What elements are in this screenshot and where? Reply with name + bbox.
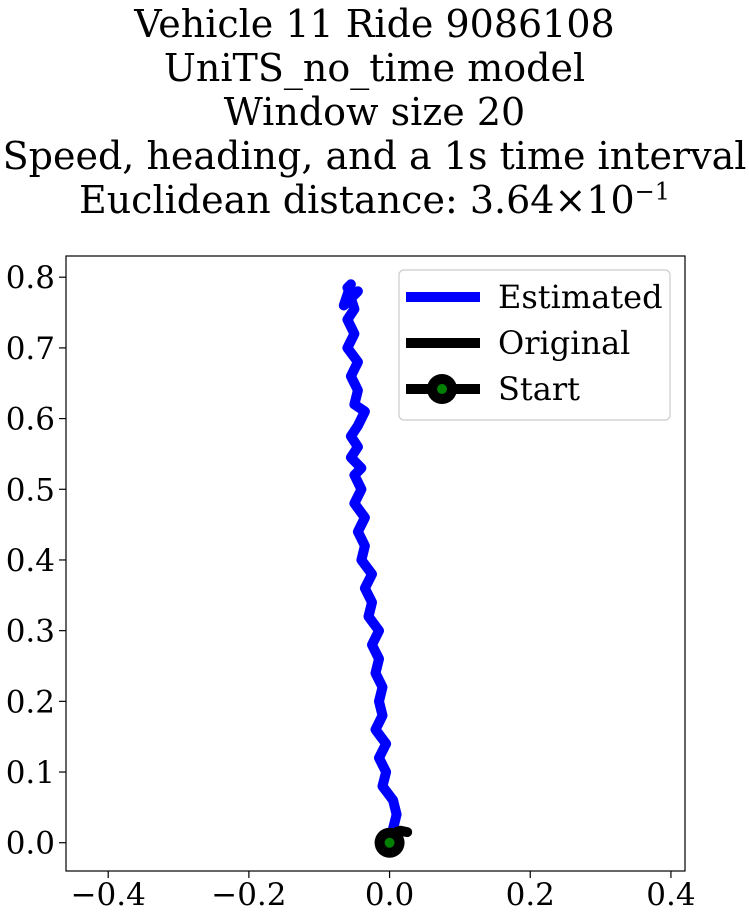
x-tick-label: 0.0 bbox=[365, 877, 414, 913]
y-tick-label: 0.1 bbox=[6, 755, 55, 791]
title-line-3: Window size 20 bbox=[223, 90, 526, 134]
title-line-1: Vehicle 11 Ride 9086108 bbox=[134, 2, 615, 46]
euclid-times: × bbox=[554, 178, 587, 222]
y-tick-label: 0.4 bbox=[6, 543, 55, 579]
legend-label-start: Start bbox=[498, 370, 580, 408]
legend: Estimated Original Start bbox=[398, 269, 671, 421]
y-tick-label: 0.2 bbox=[6, 684, 55, 720]
title-line-4: Speed, heading, and a 1s time interval bbox=[2, 134, 747, 178]
euclid-exponent: −1 bbox=[634, 177, 671, 206]
legend-label-original: Original bbox=[498, 324, 630, 362]
y-tick-label: 0.0 bbox=[6, 826, 55, 862]
legend-start-marker-center bbox=[437, 384, 447, 394]
chart-title: Vehicle 11 Ride 9086108 UniTS_no_time mo… bbox=[0, 2, 749, 222]
euclid-base: 10 bbox=[586, 178, 635, 222]
x-tick-label: −0.4 bbox=[71, 877, 146, 913]
title-line-5: Euclidean distance: 3.64×10−1 bbox=[0, 178, 749, 222]
plot-frame bbox=[65, 255, 686, 872]
series-line-estimated bbox=[338, 279, 402, 848]
y-tick-label: 0.3 bbox=[6, 614, 55, 650]
start-marker-center bbox=[384, 837, 395, 848]
euclid-label: Euclidean distance: 3.64 bbox=[78, 178, 555, 222]
y-tick-label: 0.8 bbox=[6, 260, 55, 296]
x-tick-label: −0.2 bbox=[211, 877, 286, 913]
ticks-layer: −0.4 −0.2 0.0 0.2 0.4 0.0 0.1 0.2 0.3 0.4 0.5 0.6 0.… bbox=[6, 260, 696, 913]
legend-box bbox=[398, 269, 671, 421]
x-tick-label: 0.4 bbox=[646, 877, 695, 913]
title-line-2: UniTS_no_time model bbox=[163, 46, 586, 90]
y-tick-label: 0.7 bbox=[6, 331, 55, 367]
x-tick-label: 0.2 bbox=[506, 877, 555, 913]
y-tick-label: 0.5 bbox=[6, 472, 55, 508]
y-tick-label: 0.6 bbox=[6, 402, 55, 438]
marks-layer bbox=[338, 279, 413, 858]
legend-label-estimated: Estimated bbox=[498, 278, 663, 316]
